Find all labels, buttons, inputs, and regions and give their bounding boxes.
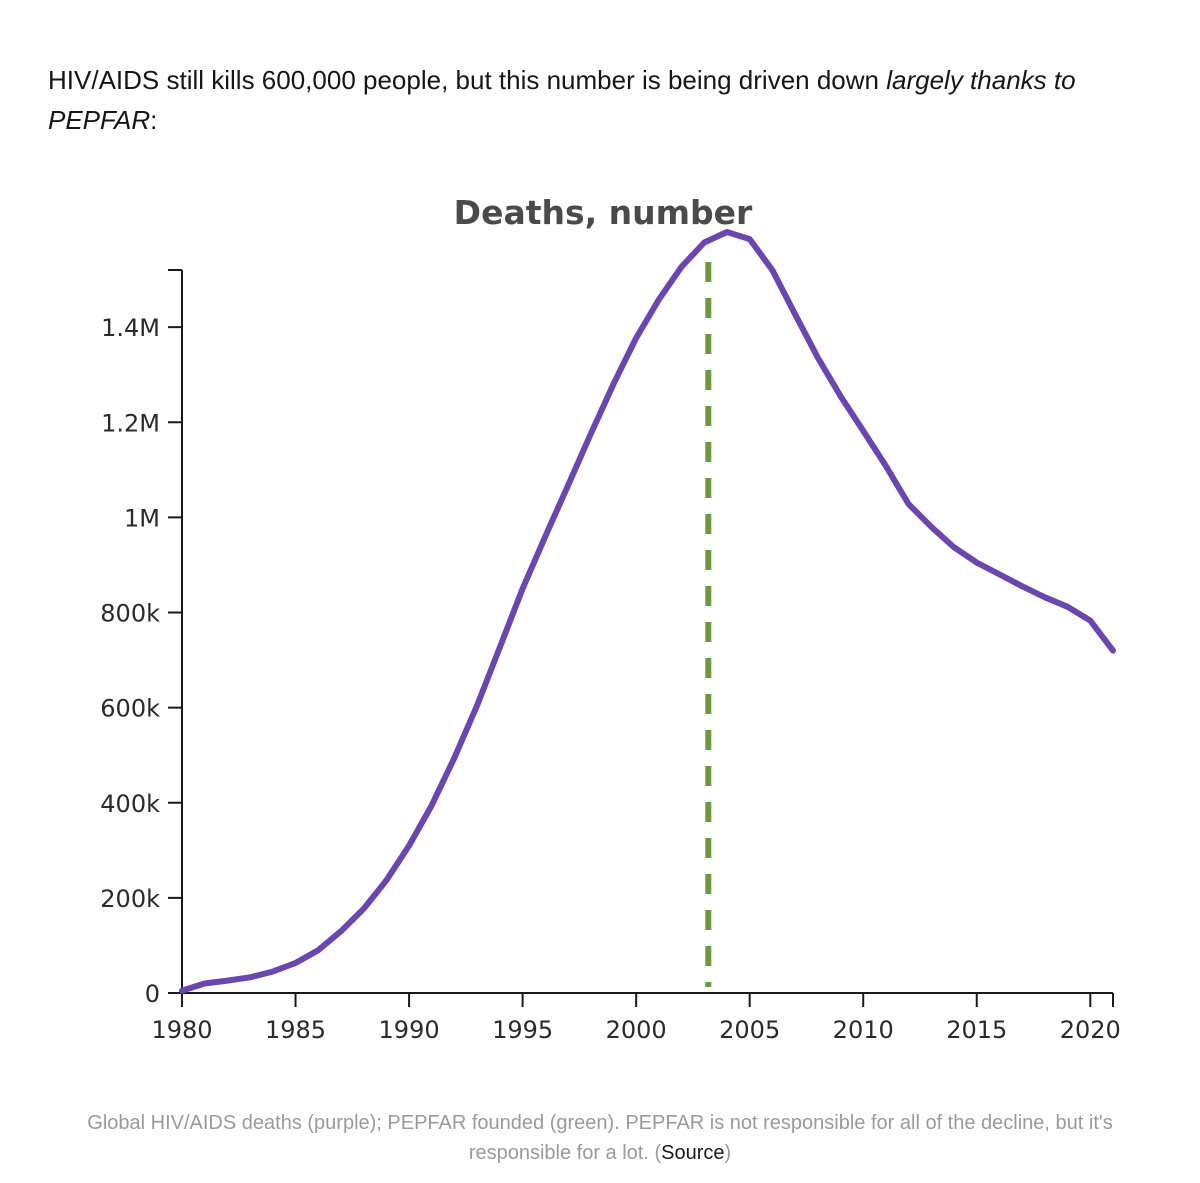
x-tick-label: 2000: [606, 1016, 667, 1044]
y-tick-label: 600k: [100, 695, 160, 723]
deaths-series-line: [179, 229, 1116, 994]
caption-text: Global HIV/AIDS deaths (purple); PEPFAR …: [87, 1112, 1113, 1164]
y-tick-label: 1.2M: [101, 409, 160, 437]
x-tick-label: 1985: [265, 1016, 326, 1044]
x-tick-label: 2010: [833, 1016, 894, 1044]
deaths-chart: Deaths, number 0 200k 400k 600k 800k 1M 1.2M 1.…: [0, 160, 1200, 1060]
intro-colon: :: [150, 105, 158, 135]
y-tick-label: 0: [145, 980, 160, 1008]
x-tick-label: 2005: [719, 1016, 780, 1044]
figure-caption: Global HIV/AIDS deaths (purple); PEPFAR …: [40, 1108, 1160, 1168]
x-tick-label: 1995: [492, 1016, 553, 1044]
y-tick-label: 1.4M: [101, 314, 160, 342]
chart-title: Deaths, number: [454, 193, 753, 232]
y-axis: 0 200k 400k 600k 800k 1M 1.2M 1.4M: [100, 269, 183, 1008]
intro-text: HIV/AIDS still kills 600,000 people, but…: [48, 65, 887, 95]
x-axis: 1980 1985 1990 1995 2000 2005 2010 2015 2020: [151, 992, 1121, 1044]
y-tick-label: 1M: [124, 504, 160, 532]
caption-close-paren: ): [724, 1142, 732, 1164]
intro-italic-text: largely thanks to PEPFAR: [48, 65, 1076, 135]
x-tick-label: 2015: [946, 1016, 1007, 1044]
series-layer: [179, 229, 1116, 994]
x-tick-label: 2020: [1060, 1016, 1121, 1044]
y-tick-label: 800k: [100, 600, 160, 628]
deaths-chart-svg: Deaths, number 0 200k 400k 600k 800k 1M 1.2M 1.…: [100, 193, 1121, 1044]
intro-paragraph: HIV/AIDS still kills 600,000 people, but…: [48, 60, 1158, 140]
x-tick-label: 1990: [379, 1016, 440, 1044]
y-tick-label: 200k: [100, 885, 160, 913]
source-link[interactable]: Source: [661, 1142, 725, 1164]
x-tick-label: 1980: [151, 1016, 212, 1044]
y-tick-label: 400k: [100, 790, 160, 818]
